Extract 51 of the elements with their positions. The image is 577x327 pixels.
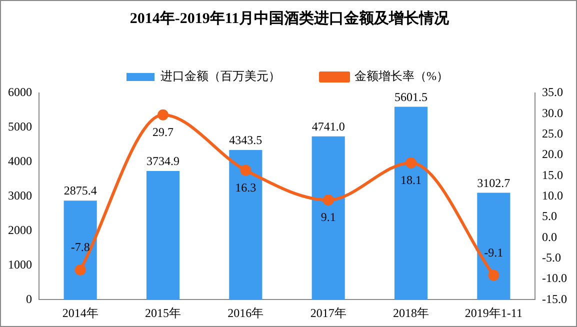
y2-tick-label: -15.0	[542, 292, 568, 306]
y-tick-label: 1000	[8, 257, 32, 272]
x-tick-label: 2017年	[310, 306, 346, 320]
y-tick-label: 4000	[8, 154, 32, 168]
data-label: -9.1	[484, 245, 504, 260]
y2-tick-label: 15.0	[542, 168, 564, 182]
x-tick-label: 2014年	[62, 306, 98, 320]
point	[488, 270, 500, 281]
data-label: 16.3	[235, 180, 256, 194]
y2-tick-label: 0.0	[542, 230, 558, 244]
y-tick-label: 6000	[8, 85, 32, 100]
bar	[64, 200, 97, 300]
data-label: 2875.4	[64, 184, 97, 198]
point	[406, 157, 417, 168]
bar	[146, 170, 180, 300]
data-label: 29.7	[152, 125, 174, 140]
bar	[312, 136, 345, 300]
data-label: 4343.5	[229, 133, 262, 148]
bar	[394, 106, 428, 300]
y2-tick-label: 30.0	[542, 106, 564, 120]
point	[158, 109, 168, 120]
y2-tick-label: 25.0	[542, 126, 564, 140]
bar	[477, 192, 510, 300]
legend-label: 进口金额（百万美元）	[160, 69, 280, 84]
x-tick-label: 2016年	[228, 306, 264, 320]
y-tick-label: 3000	[8, 188, 32, 202]
y-tick-label: 0	[26, 292, 32, 306]
data-label: 18.1	[400, 172, 422, 187]
x-tick-label: 2019年1-11	[464, 306, 522, 320]
y-tick-label: 2000	[8, 222, 32, 237]
point	[322, 194, 334, 206]
data-label: -7.8	[70, 240, 90, 254]
x-tick-label: 2015年	[145, 306, 181, 320]
y2-tick-label: 5.0	[542, 209, 558, 224]
y2-tick-label: 10.0	[542, 188, 564, 202]
y2-tick-label: -10.0	[542, 271, 568, 286]
point	[74, 264, 86, 276]
data-label: 9.1	[320, 210, 336, 224]
data-label: 3102.7	[477, 176, 510, 190]
data-label: 3734.9	[146, 154, 180, 168]
data-label: 4741.0	[312, 120, 345, 134]
chart-title: 2014年-2019年11月中国酒类进口金额及增长情况	[128, 9, 450, 28]
legend-label: 金额增长率（%）	[354, 69, 448, 84]
x-tick-label: 2018年	[393, 306, 430, 320]
y2-tick-label: -5.0	[542, 250, 562, 264]
bar	[229, 150, 262, 300]
y2-tick-label: 20.0	[542, 147, 564, 162]
y-tick-label: 5000	[8, 120, 32, 134]
y2-tick-label: 35.0	[542, 85, 564, 100]
point	[240, 164, 252, 176]
data-label: 5601.5	[394, 90, 428, 104]
